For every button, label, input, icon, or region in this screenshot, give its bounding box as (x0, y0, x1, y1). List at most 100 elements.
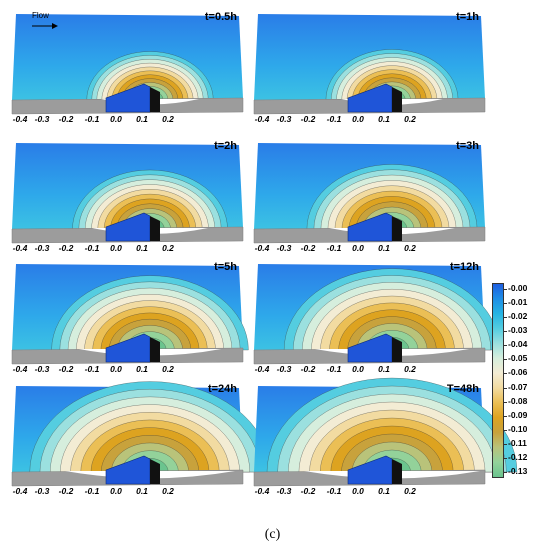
abutment-shadow (144, 84, 160, 112)
scour-surface-plot (11, 264, 249, 365)
time-label: t=0.5h (204, 11, 237, 23)
colorbar-tick-label: -0.11 (508, 437, 527, 448)
x-tick-label: -0.1 (326, 114, 342, 124)
colorbar-tick-mark (503, 289, 507, 290)
colorbar-tick-mark (503, 331, 507, 333)
colorbar-tick-label: -0.02 (508, 311, 528, 322)
x-tick-label: -0.2 (58, 364, 74, 374)
abutment-shadow (386, 456, 402, 484)
abutment-block (105, 83, 151, 113)
x-tick-label: -0.3 (276, 364, 292, 374)
x-tick-label: -0.4 (254, 114, 270, 124)
colorbar-tick-mark (503, 359, 507, 361)
abutment-block (347, 333, 393, 363)
x-tick-label: 0.2 (404, 114, 416, 124)
figure-caption: (c) (264, 527, 281, 542)
abutment-block (105, 333, 151, 363)
time-label: t=3h (456, 140, 479, 152)
abutment-block (347, 455, 393, 485)
scour-panel-2h: t=2h -0.4 -0.3 -0.2 -0.1 0.0 0.1 0.2 (10, 137, 245, 255)
x-tick-label: -0.1 (84, 243, 100, 253)
x-tick-label: 0.1 (378, 114, 390, 124)
colorbar-tick-mark (503, 387, 507, 389)
time-label: t=12h (449, 261, 479, 273)
colorbar-tick-label: -0.06 (508, 367, 528, 378)
flow-label: Flow (32, 11, 49, 20)
x-axis-ticks: -0.4 -0.3 -0.2 -0.1 0.0 0.1 0.2 (10, 486, 245, 498)
x-axis-ticks: -0.4 -0.3 -0.2 -0.1 0.0 0.1 0.2 (252, 243, 487, 255)
x-tick-label: -0.3 (276, 243, 292, 253)
x-tick-label: 0.0 (110, 114, 122, 124)
x-tick-label: -0.4 (12, 364, 28, 374)
x-tick-label: -0.2 (58, 243, 74, 253)
scour-surface-plot (11, 143, 244, 244)
x-axis-ticks: -0.4 -0.3 -0.2 -0.1 0.0 0.1 0.2 (10, 114, 245, 126)
x-tick-label: -0.4 (254, 243, 270, 253)
colorbar-tick-mark (503, 415, 507, 417)
x-tick-label: -0.3 (276, 486, 292, 496)
x-tick-label: 0.2 (162, 243, 174, 253)
colorbar-tick-label: -0.03 (508, 325, 528, 336)
x-tick-label: -0.3 (34, 364, 50, 374)
colorbar-tick-label: -0.09 (508, 409, 528, 420)
x-tick-label: -0.4 (12, 243, 28, 253)
scour-panel-0.5h: t=0.5h -0.4 -0.3 -0.2 -0.1 0.0 0.1 0.2 Flow (10, 8, 245, 126)
x-tick-label: -0.1 (326, 486, 342, 496)
colorbar-tick-mark (503, 429, 507, 431)
time-label: t=1h (456, 11, 479, 23)
x-tick-label: 0.2 (162, 364, 174, 374)
x-tick-label: -0.1 (326, 364, 342, 374)
abutment-block (347, 212, 393, 242)
scour-surface-plot (11, 14, 244, 115)
x-axis-ticks: -0.4 -0.3 -0.2 -0.1 0.0 0.1 0.2 (252, 364, 487, 376)
colorbar-tick-label: -0.07 (508, 381, 528, 392)
colorbar-tick-label: -0.13 (508, 466, 528, 476)
x-tick-label: 0.2 (404, 243, 416, 253)
colorbar-tick-mark (503, 443, 507, 445)
x-tick-label: 0.1 (378, 486, 390, 496)
time-label: t=2h (214, 140, 237, 152)
x-axis-ticks: -0.4 -0.3 -0.2 -0.1 0.0 0.1 0.2 (10, 243, 245, 255)
x-tick-label: 0.0 (110, 243, 122, 253)
x-tick-label: -0.4 (254, 364, 270, 374)
x-tick-label: 0.0 (110, 364, 122, 374)
colorbar-tick-label: -0.01 (508, 297, 528, 308)
abutment-shadow (144, 334, 160, 362)
x-tick-label: -0.3 (34, 114, 50, 124)
x-tick-label: -0.2 (58, 114, 74, 124)
x-tick-label: 0.2 (162, 486, 174, 496)
x-tick-label: -0.4 (254, 486, 270, 496)
colorbar-tick-label: -0.08 (508, 395, 528, 406)
colorbar-tick-mark (503, 345, 507, 347)
x-tick-label: 0.1 (136, 364, 148, 374)
x-tick-label: 0.0 (352, 243, 364, 253)
x-tick-label: -0.1 (326, 243, 342, 253)
abutment-shadow (386, 334, 402, 362)
scour-surface-plot (253, 377, 518, 487)
x-tick-label: -0.3 (34, 243, 50, 253)
x-tick-label: 0.1 (136, 114, 148, 124)
abutment-block (105, 212, 151, 242)
time-label: T=48h (446, 383, 479, 395)
colorbar-tick-mark (503, 472, 507, 473)
colorbar-tick-label: -0.04 (508, 339, 528, 350)
time-label: t=5h (214, 261, 237, 273)
colorbar-tick-label: -0.00 (508, 283, 528, 293)
x-tick-label: -0.2 (300, 486, 316, 496)
abutment-block (105, 455, 151, 485)
x-tick-label: 0.1 (378, 364, 390, 374)
colorbar-tick-mark (503, 317, 507, 319)
x-tick-label: 0.0 (352, 114, 364, 124)
time-label: t=24h (207, 383, 237, 395)
scour-surface-plot (11, 381, 271, 487)
x-tick-label: -0.3 (34, 486, 50, 496)
scour-panel-3h: t=3h -0.4 -0.3 -0.2 -0.1 0.0 0.1 0.2 (252, 137, 487, 255)
x-tick-label: -0.1 (84, 364, 100, 374)
x-tick-label: 0.1 (378, 243, 390, 253)
colorbar-tick-label: -0.05 (508, 353, 528, 364)
colorbar-tick-label: -0.12 (508, 451, 528, 462)
x-axis-ticks: -0.4 -0.3 -0.2 -0.1 0.0 0.1 0.2 (252, 486, 487, 498)
scour-surface-plot (253, 14, 486, 115)
x-tick-label: 0.0 (352, 486, 364, 496)
x-tick-label: -0.1 (84, 486, 100, 496)
